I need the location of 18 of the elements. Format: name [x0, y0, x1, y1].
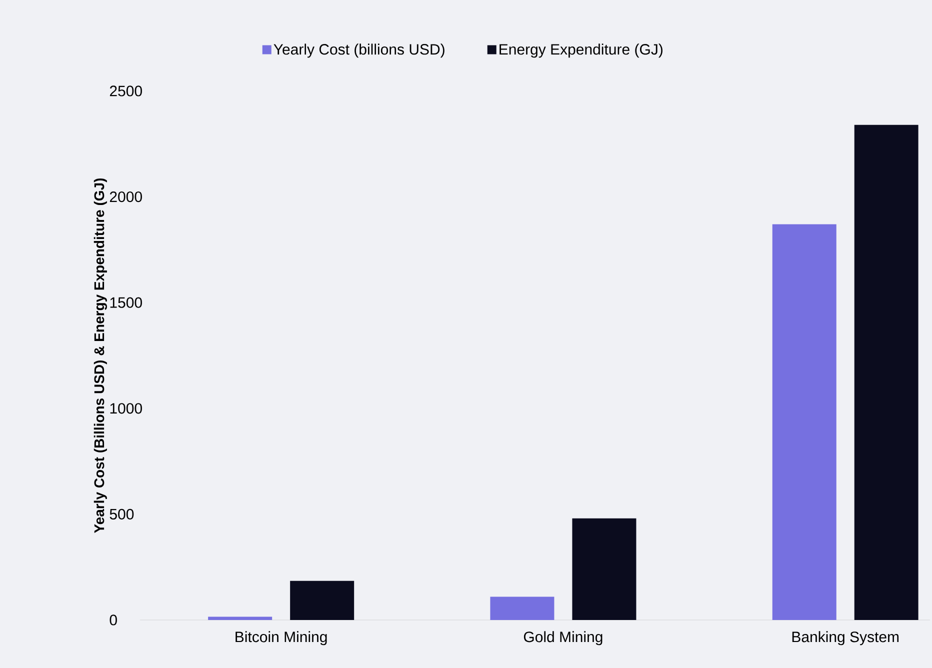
- bar: [208, 616, 272, 620]
- y-tick-label: 1000: [110, 403, 142, 414]
- legend-label: Yearly Cost (billions USD): [274, 44, 444, 58]
- y-tick-label: 2500: [110, 86, 142, 96]
- bar: [772, 224, 836, 620]
- legend-label: Energy Expenditure (GJ): [500, 44, 662, 58]
- bar: [854, 124, 918, 620]
- x-tick-label: Banking System: [792, 631, 899, 646]
- y-axis-title: Yearly Cost (Billions USD) & Energy Expenditure (GJ): [94, 178, 108, 534]
- y-tick-label: 1500: [110, 297, 142, 308]
- y-tick-label: 0: [110, 614, 117, 626]
- y-tick-label: 500: [110, 508, 134, 520]
- bar: [290, 580, 354, 620]
- y-tick-label: 2000: [110, 191, 142, 202]
- x-tick-label: Bitcoin Mining: [236, 631, 327, 646]
- x-tick-label: Gold Mining: [524, 631, 602, 646]
- bar: [490, 596, 554, 620]
- bar: [572, 518, 636, 620]
